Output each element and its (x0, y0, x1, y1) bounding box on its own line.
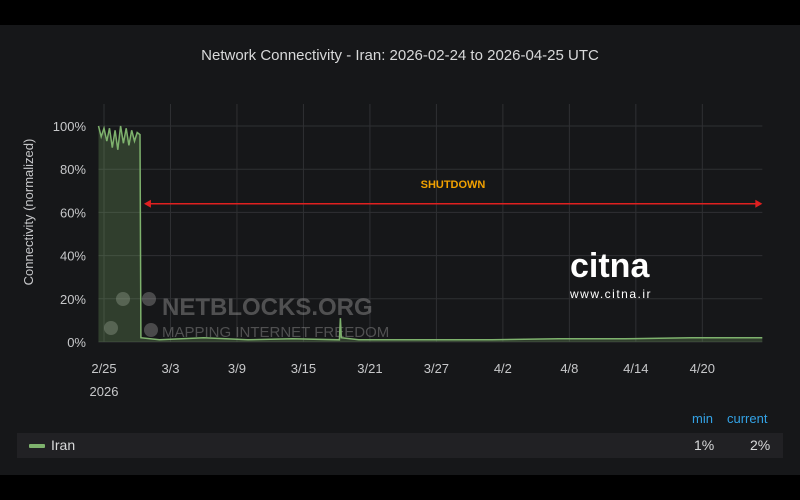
legend-min-value: 1% (694, 437, 715, 453)
series-line-iran (97, 125, 763, 341)
arrow-head-right (755, 199, 763, 208)
x-tick-label: 3/21 (357, 361, 382, 376)
shutdown-annotation: SHUTDOWN (421, 179, 486, 191)
legend-header-current[interactable]: current (727, 411, 768, 426)
y-tick-label: 40% (60, 249, 86, 264)
y-tick-label: 100% (53, 119, 87, 134)
arrow-head-left (143, 199, 151, 208)
citna-url: www.citna.ir (569, 287, 652, 301)
chart-panel (0, 25, 800, 475)
chart-title: Network Connectivity - Iran: 2026-02-24 … (201, 47, 599, 64)
x-tick-label: 4/8 (560, 361, 578, 376)
y-tick-label: 20% (60, 292, 86, 307)
legend-current-value: 2% (750, 437, 771, 453)
citna-logo: citna (570, 247, 650, 285)
y-axis-label: Connectivity (normalized) (21, 139, 36, 286)
y-tick-label: 80% (60, 162, 86, 177)
x-tick-label: 3/27 (424, 361, 449, 376)
svg-text:NETBLOCKS.ORG: NETBLOCKS.ORG (162, 294, 373, 321)
netblocks-watermark: NETBLOCKS.ORG MAPPING INTERNET FREEDOM (104, 292, 389, 341)
svg-text:MAPPING INTERNET FREEDOM: MAPPING INTERNET FREEDOM (162, 324, 389, 341)
x-tick-label: 3/3 (161, 361, 179, 376)
legend-series-name: Iran (51, 437, 76, 453)
x-tick-label: 4/20 (690, 361, 715, 376)
x-tick-label: 2/25 (91, 361, 116, 376)
legend-header-min[interactable]: min (692, 411, 713, 426)
x-tick-label: 3/9 (228, 361, 246, 376)
series-color-swatch (29, 444, 45, 448)
x-tick-label: 3/15 (291, 361, 316, 376)
legend-row-iran[interactable]: Iran 1% 2% (17, 433, 783, 458)
x-tick-year: 2026 (90, 384, 119, 399)
y-tick-label: 60% (60, 205, 86, 220)
y-tick-label: 0% (67, 335, 86, 350)
x-tick-label: 4/14 (623, 361, 648, 376)
x-tick-label: 4/2 (494, 361, 512, 376)
